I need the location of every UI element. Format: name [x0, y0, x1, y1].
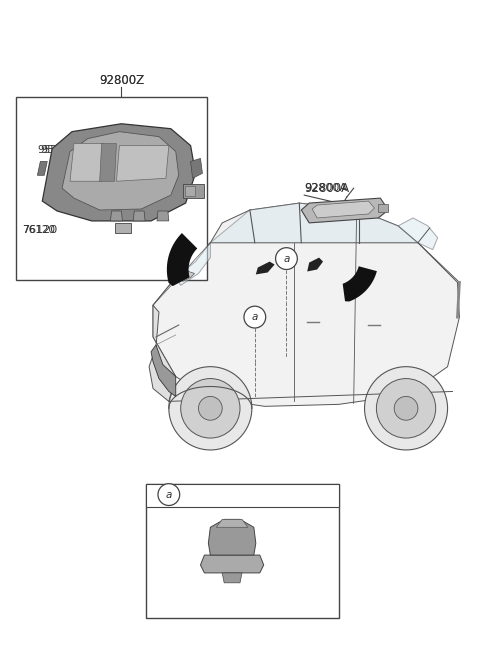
Circle shape: [244, 306, 266, 328]
Text: 92800A: 92800A: [304, 183, 347, 193]
Bar: [146, 484, 339, 618]
Polygon shape: [180, 271, 194, 281]
Polygon shape: [210, 203, 418, 258]
Text: 92800Z: 92800Z: [99, 74, 144, 87]
Bar: [185, 186, 194, 196]
Circle shape: [376, 378, 436, 438]
Polygon shape: [301, 198, 388, 223]
Polygon shape: [176, 242, 210, 285]
Polygon shape: [256, 261, 275, 275]
Polygon shape: [167, 233, 197, 286]
Polygon shape: [70, 144, 104, 181]
Polygon shape: [37, 162, 47, 175]
Circle shape: [276, 248, 297, 269]
Polygon shape: [398, 218, 438, 250]
Polygon shape: [208, 520, 256, 555]
Circle shape: [169, 367, 252, 450]
Circle shape: [180, 378, 240, 438]
Polygon shape: [312, 201, 374, 218]
Polygon shape: [153, 242, 210, 312]
Bar: [16, 97, 207, 281]
Circle shape: [158, 484, 180, 505]
Polygon shape: [117, 146, 169, 181]
Text: 76120: 76120: [23, 225, 58, 235]
Bar: [146, 484, 339, 507]
Polygon shape: [343, 266, 377, 302]
Polygon shape: [216, 520, 248, 528]
Circle shape: [394, 396, 418, 420]
Text: 95520A: 95520A: [40, 145, 83, 154]
Circle shape: [364, 367, 447, 450]
Polygon shape: [153, 242, 459, 406]
Text: 95520A: 95520A: [37, 145, 77, 154]
Polygon shape: [100, 144, 117, 181]
Polygon shape: [157, 211, 169, 221]
Bar: [116, 223, 131, 233]
Polygon shape: [191, 158, 203, 178]
Text: 92890A: 92890A: [210, 488, 255, 501]
Text: 92800Z: 92800Z: [99, 74, 144, 87]
Polygon shape: [151, 345, 176, 396]
Polygon shape: [210, 203, 418, 242]
Text: a: a: [283, 254, 289, 263]
Polygon shape: [149, 306, 176, 401]
Text: 76120: 76120: [23, 225, 56, 235]
Polygon shape: [222, 573, 242, 583]
Bar: [378, 204, 388, 212]
Polygon shape: [201, 555, 264, 573]
Polygon shape: [110, 211, 122, 221]
Text: 92890A: 92890A: [210, 488, 255, 501]
Polygon shape: [62, 131, 179, 210]
Text: a: a: [252, 312, 258, 322]
Bar: [183, 184, 204, 198]
Circle shape: [199, 396, 222, 420]
Polygon shape: [42, 124, 195, 221]
Polygon shape: [133, 211, 145, 221]
Text: a: a: [166, 489, 172, 499]
Polygon shape: [307, 258, 323, 271]
Text: 92800A: 92800A: [304, 182, 349, 194]
